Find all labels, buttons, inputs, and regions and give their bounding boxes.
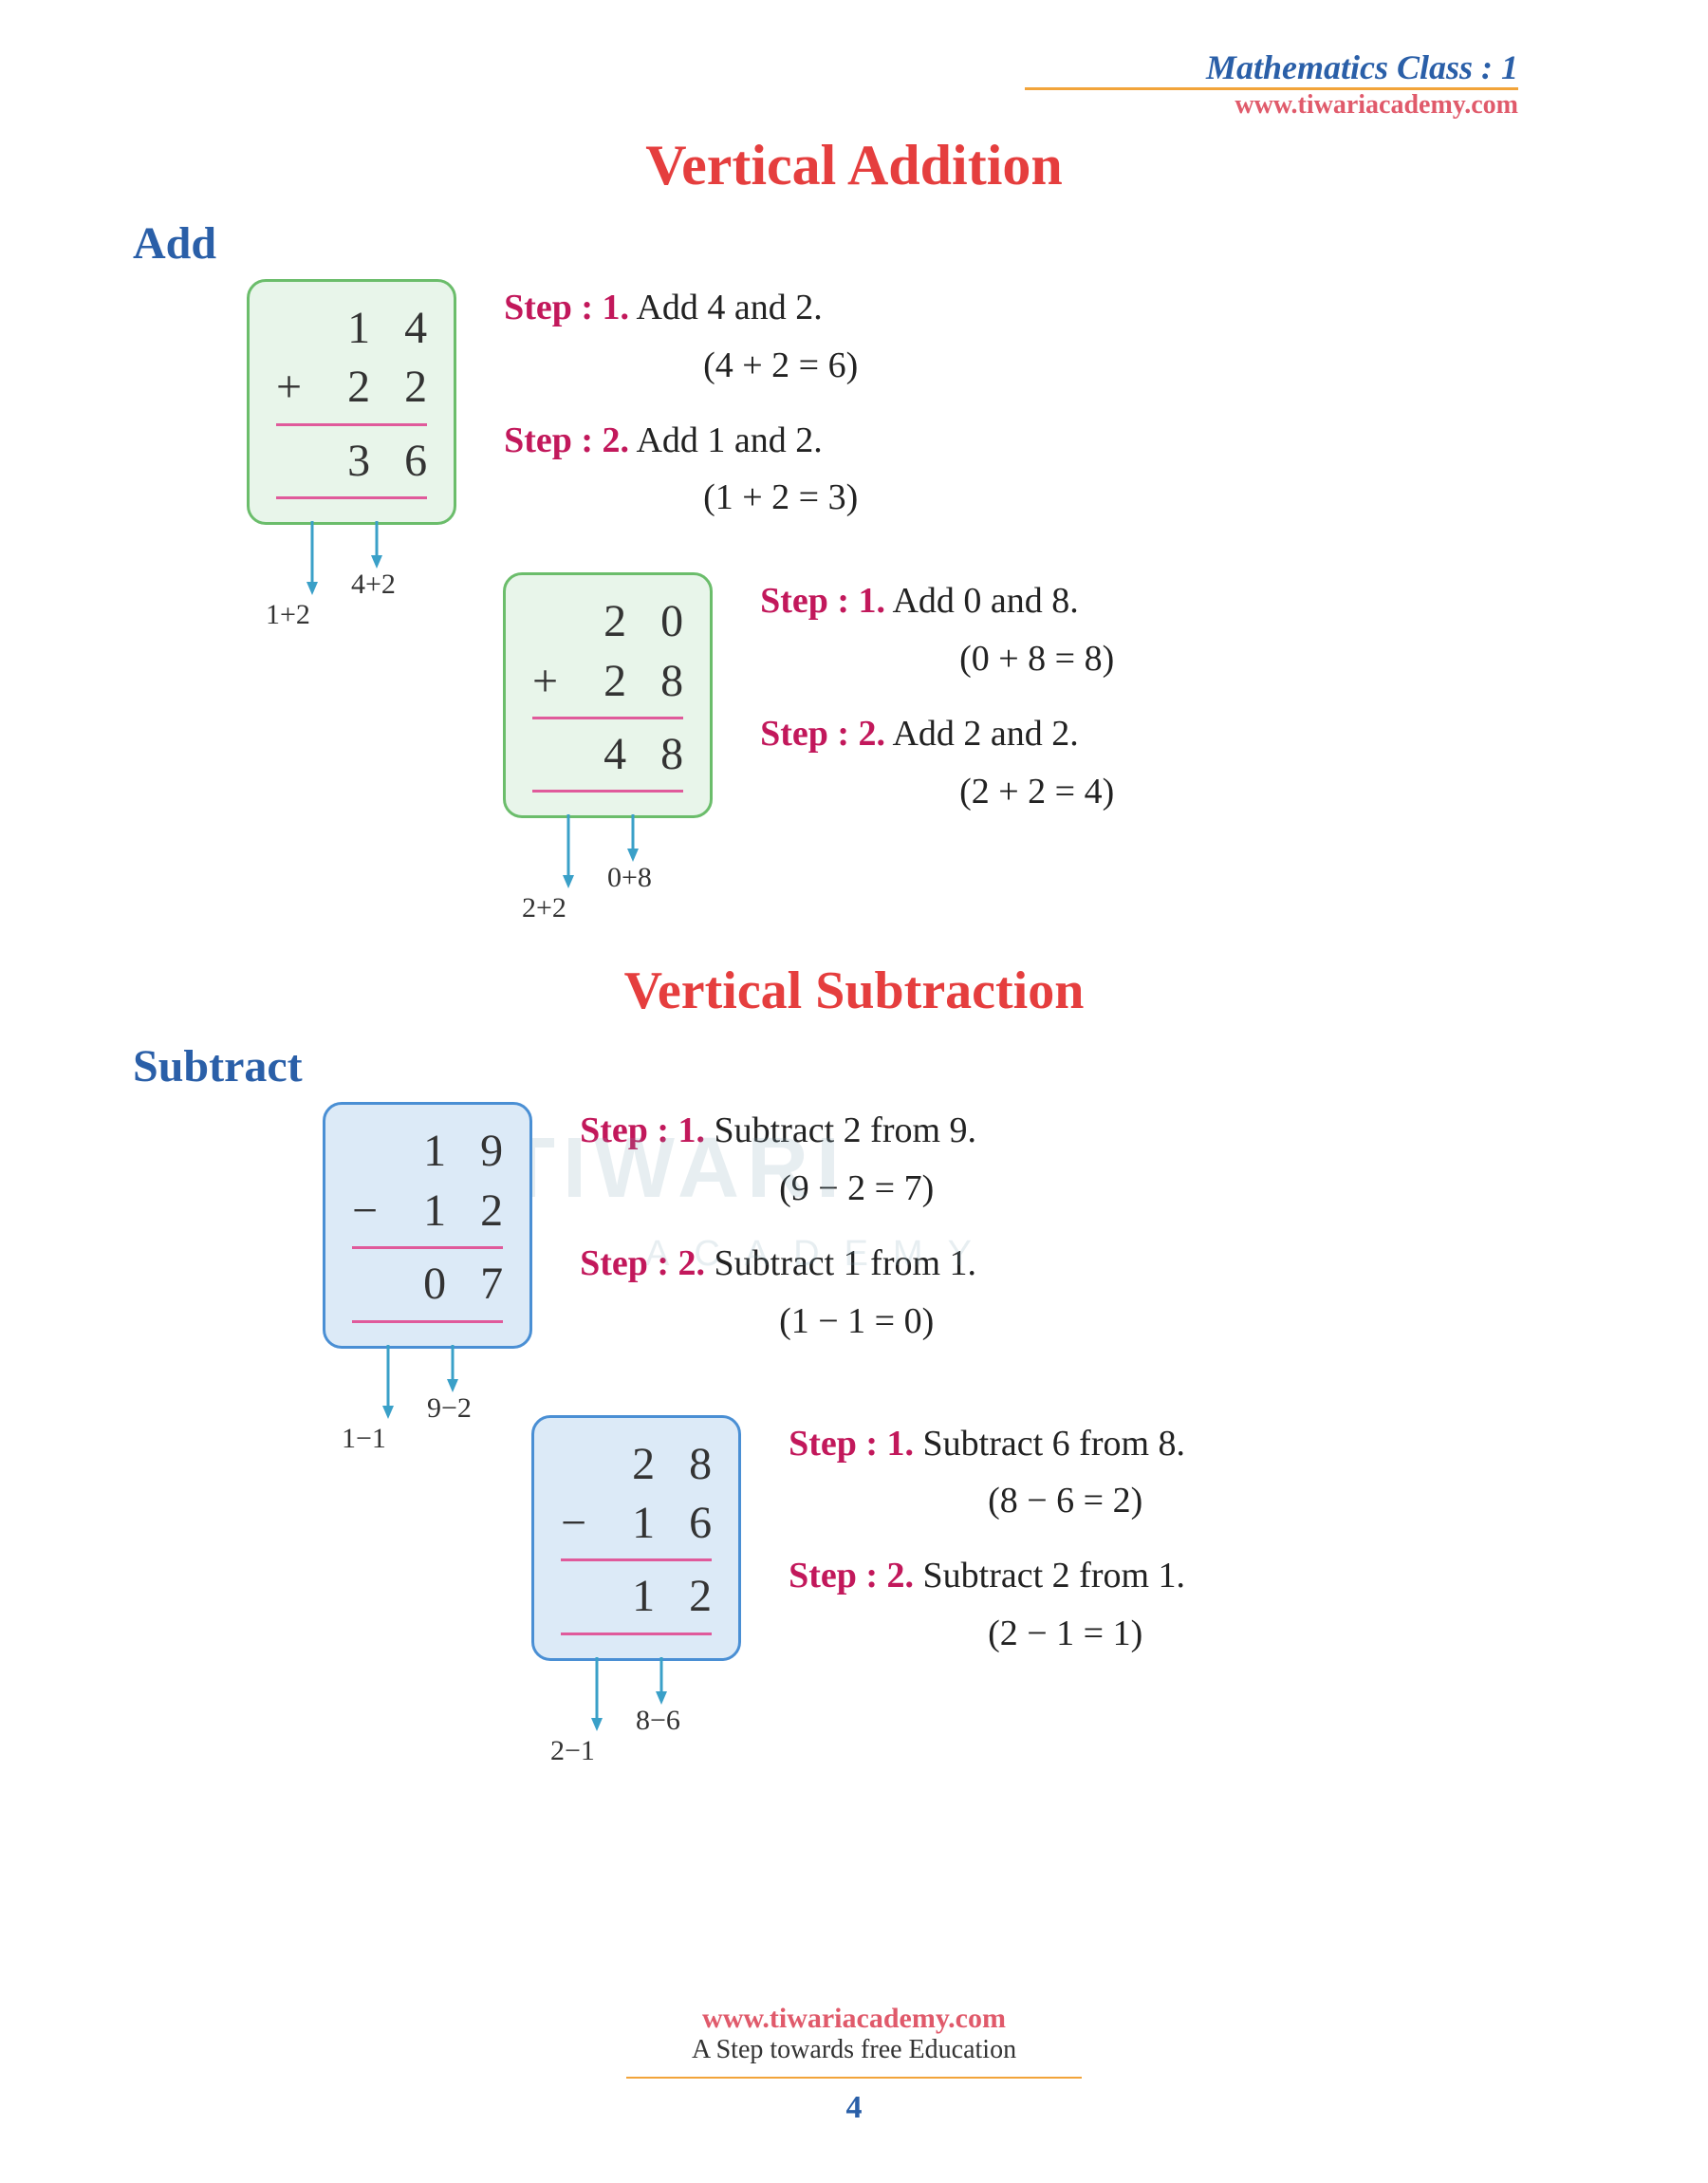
header-site-link: www.tiwariacademy.com [1025,90,1518,121]
sub1-arrows: 9−2 1−1 [323,1349,532,1453]
footer-tagline: A Step towards free Education [0,2035,1708,2065]
add1-arrows: 4+2 1+2 [247,525,456,629]
page-header: Mathematics Class : 1 www.tiwariacademy.… [1025,47,1518,121]
add2-steps: Step : 1. Add 0 and 8. (0 + 8 = 8) Step … [760,572,1114,837]
add1-steps: Step : 1. Add 4 and 2. (4 + 2 = 6) Step … [504,279,858,544]
class-label: Mathematics Class : 1 [1025,47,1518,87]
footer-link: www.tiwariacademy.com [0,2003,1708,2035]
sub2-arrows: 8−6 2−1 [531,1661,741,1765]
sub1-steps: Step : 1. Subtract 2 from 9. (9 − 2 = 7)… [580,1102,976,1367]
add-box-2: 20 +28 48 [503,572,713,818]
section-subtract: Subtract [133,1040,1594,1092]
page-footer: www.tiwariacademy.com A Step towards fre… [0,2003,1708,2126]
page-number: 4 [0,2090,1708,2126]
title-subtraction: Vertical Subtraction [114,961,1594,1021]
section-add: Add [133,217,1594,270]
sub-box-1: 19 −12 07 [323,1102,532,1348]
add2-arrows: 0+8 2+2 [503,818,713,923]
sub-box-2: 28 −16 12 [531,1415,741,1661]
sub2-steps: Step : 1. Subtract 6 from 8. (8 − 6 = 2)… [789,1415,1185,1680]
add-box-1: 14 +22 36 [247,279,456,525]
title-addition: Vertical Addition [114,133,1594,198]
